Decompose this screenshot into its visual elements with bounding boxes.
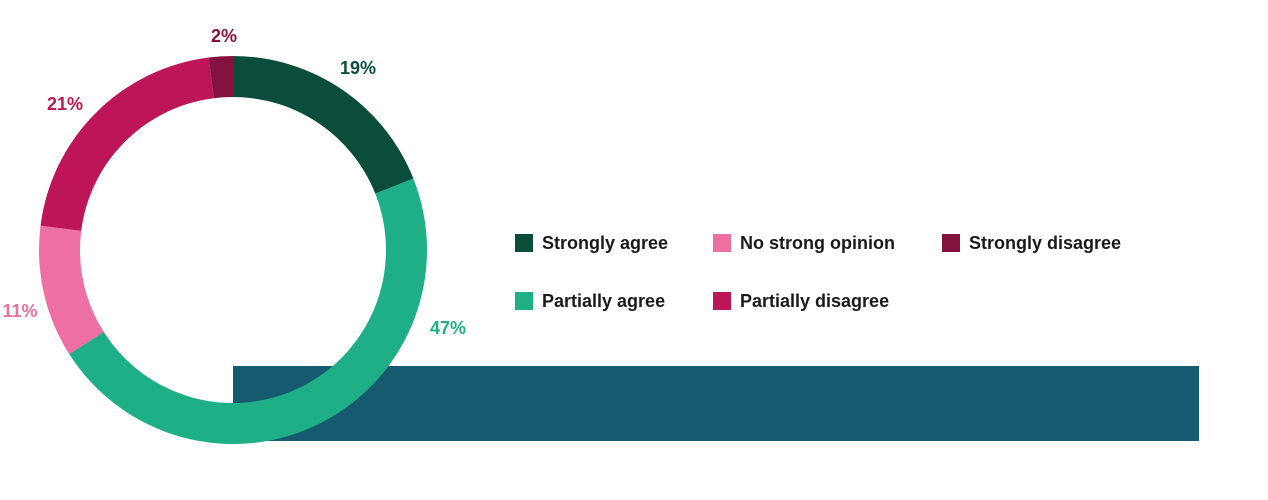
background-band (233, 366, 1199, 441)
legend: Strongly agree No strong opinion Strongl… (515, 233, 1142, 311)
donut-slice-strongly-agree (233, 56, 414, 194)
legend-swatch (713, 292, 731, 310)
legend-swatch (713, 234, 731, 252)
legend-swatch (942, 234, 960, 252)
legend-label: Partially agree (542, 290, 666, 311)
donut-slice-partially-disagree (40, 57, 214, 231)
legend-item-no-strong-opinion: No strong opinion (713, 233, 942, 253)
donut-slice-no-strong-opinion (39, 225, 104, 354)
legend-item-partially-disagree: Partially disagree (713, 291, 942, 311)
legend-label: Strongly disagree (969, 232, 1122, 253)
donut-slice-strongly-disagree (208, 56, 233, 99)
percent-label-partially-agree: 47% (430, 318, 466, 338)
legend-label: Partially disagree (740, 290, 890, 311)
legend-swatch (515, 234, 533, 252)
donut-slice-partially-agree (69, 178, 428, 444)
legend-item-strongly-disagree: Strongly disagree (942, 233, 1142, 253)
legend-item-strongly-agree: Strongly agree (515, 233, 713, 253)
legend-item-partially-agree: Partially agree (515, 291, 713, 311)
percent-label-no-strong-opinion: 11% (2, 301, 37, 321)
legend-swatch (515, 292, 533, 310)
percent-labels: 19% 47% 11% 21% 2% (2, 26, 466, 338)
donut-slices (39, 56, 428, 444)
percent-label-strongly-agree: 19% (340, 58, 376, 78)
legend-label: Strongly agree (542, 232, 669, 253)
percent-label-strongly-disagree: 2% (211, 26, 237, 46)
legend-label: No strong opinion (740, 232, 895, 253)
percent-label-partially-disagree: 21% (47, 94, 83, 114)
